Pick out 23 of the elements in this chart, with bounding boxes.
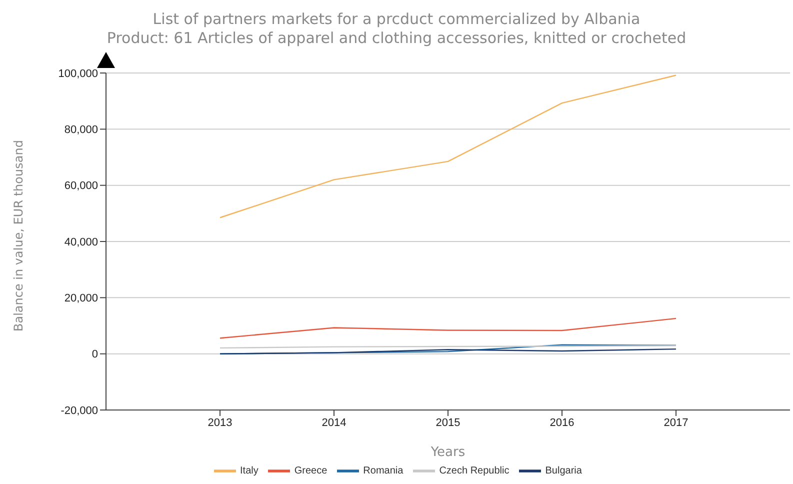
x-tick-label: 2015 — [436, 416, 460, 429]
legend-label: Italy — [240, 466, 258, 477]
x-axis-title: Years — [430, 445, 466, 460]
chart-title: List of partners markets for a prcduct commercialized by Albania — [152, 10, 642, 29]
y-tick-label: 40,000 — [64, 236, 98, 248]
legend-label: Greece — [294, 466, 328, 477]
x-tick-label: 2017 — [664, 416, 688, 429]
chart-subtitle: Product: 61 Articles of apparel and clothing accessories, knitted or crocheted — [106, 29, 688, 48]
x-tick-label: 2013 — [208, 416, 232, 429]
y-tick-label: 60,000 — [64, 180, 98, 192]
x-tick-label: 2016 — [550, 416, 574, 429]
y-tick-label: 100,000 — [58, 68, 98, 80]
legend-label: Czech Republic — [439, 466, 510, 477]
y-tick-label: 20,000 — [64, 292, 98, 305]
line-series — [219, 318, 677, 339]
legend-label: Romania — [363, 466, 404, 477]
legend-label: Bulgaria — [545, 466, 582, 477]
y-axis-title: Balance in value, EUR thousand — [11, 140, 26, 332]
y-tick-label: -20,000 — [60, 404, 98, 417]
x-tick-label: 2014 — [322, 416, 346, 429]
y-tick-label: 0 — [92, 348, 98, 361]
y-tick-label: 80,000 — [64, 124, 98, 136]
line-series — [219, 74, 677, 218]
